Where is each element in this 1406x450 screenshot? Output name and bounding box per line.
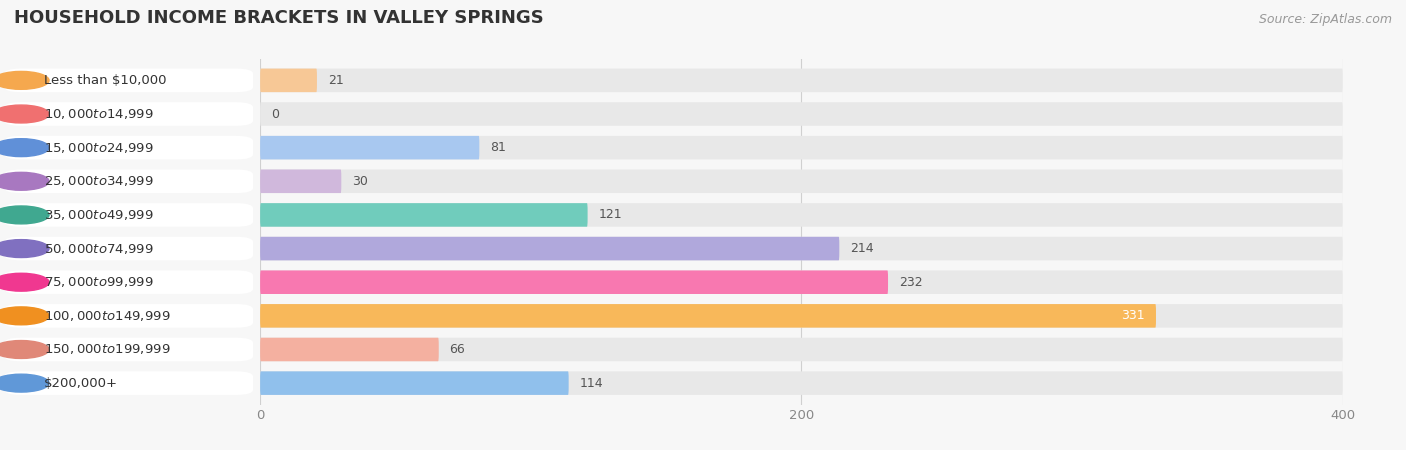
FancyBboxPatch shape [260, 371, 568, 395]
Text: 66: 66 [450, 343, 465, 356]
Text: 81: 81 [491, 141, 506, 154]
FancyBboxPatch shape [260, 102, 1343, 126]
FancyBboxPatch shape [260, 237, 1343, 261]
Text: $100,000 to $149,999: $100,000 to $149,999 [44, 309, 170, 323]
FancyBboxPatch shape [260, 270, 1343, 294]
Text: $15,000 to $24,999: $15,000 to $24,999 [44, 141, 153, 155]
FancyBboxPatch shape [260, 338, 439, 361]
Text: 232: 232 [898, 276, 922, 289]
Text: 0: 0 [271, 108, 278, 121]
Text: $50,000 to $74,999: $50,000 to $74,999 [44, 242, 153, 256]
Text: 121: 121 [599, 208, 621, 221]
Text: 114: 114 [579, 377, 603, 390]
Text: 214: 214 [851, 242, 873, 255]
FancyBboxPatch shape [260, 304, 1156, 328]
FancyBboxPatch shape [260, 170, 342, 193]
FancyBboxPatch shape [260, 270, 889, 294]
FancyBboxPatch shape [260, 136, 1343, 159]
FancyBboxPatch shape [260, 170, 1343, 193]
Text: $35,000 to $49,999: $35,000 to $49,999 [44, 208, 153, 222]
Text: HOUSEHOLD INCOME BRACKETS IN VALLEY SPRINGS: HOUSEHOLD INCOME BRACKETS IN VALLEY SPRI… [14, 9, 544, 27]
Text: $150,000 to $199,999: $150,000 to $199,999 [44, 342, 170, 356]
Text: $25,000 to $34,999: $25,000 to $34,999 [44, 174, 153, 188]
FancyBboxPatch shape [260, 68, 316, 92]
FancyBboxPatch shape [260, 338, 1343, 361]
Text: Source: ZipAtlas.com: Source: ZipAtlas.com [1258, 14, 1392, 27]
FancyBboxPatch shape [260, 203, 1343, 227]
Text: $200,000+: $200,000+ [44, 377, 118, 390]
FancyBboxPatch shape [260, 136, 479, 159]
Text: 30: 30 [352, 175, 368, 188]
FancyBboxPatch shape [260, 371, 1343, 395]
FancyBboxPatch shape [260, 68, 1343, 92]
FancyBboxPatch shape [260, 237, 839, 261]
FancyBboxPatch shape [260, 304, 1343, 328]
Text: 21: 21 [328, 74, 343, 87]
FancyBboxPatch shape [260, 203, 588, 227]
Text: Less than $10,000: Less than $10,000 [44, 74, 166, 87]
Text: 331: 331 [1122, 309, 1144, 322]
Text: $10,000 to $14,999: $10,000 to $14,999 [44, 107, 153, 121]
Text: $75,000 to $99,999: $75,000 to $99,999 [44, 275, 153, 289]
